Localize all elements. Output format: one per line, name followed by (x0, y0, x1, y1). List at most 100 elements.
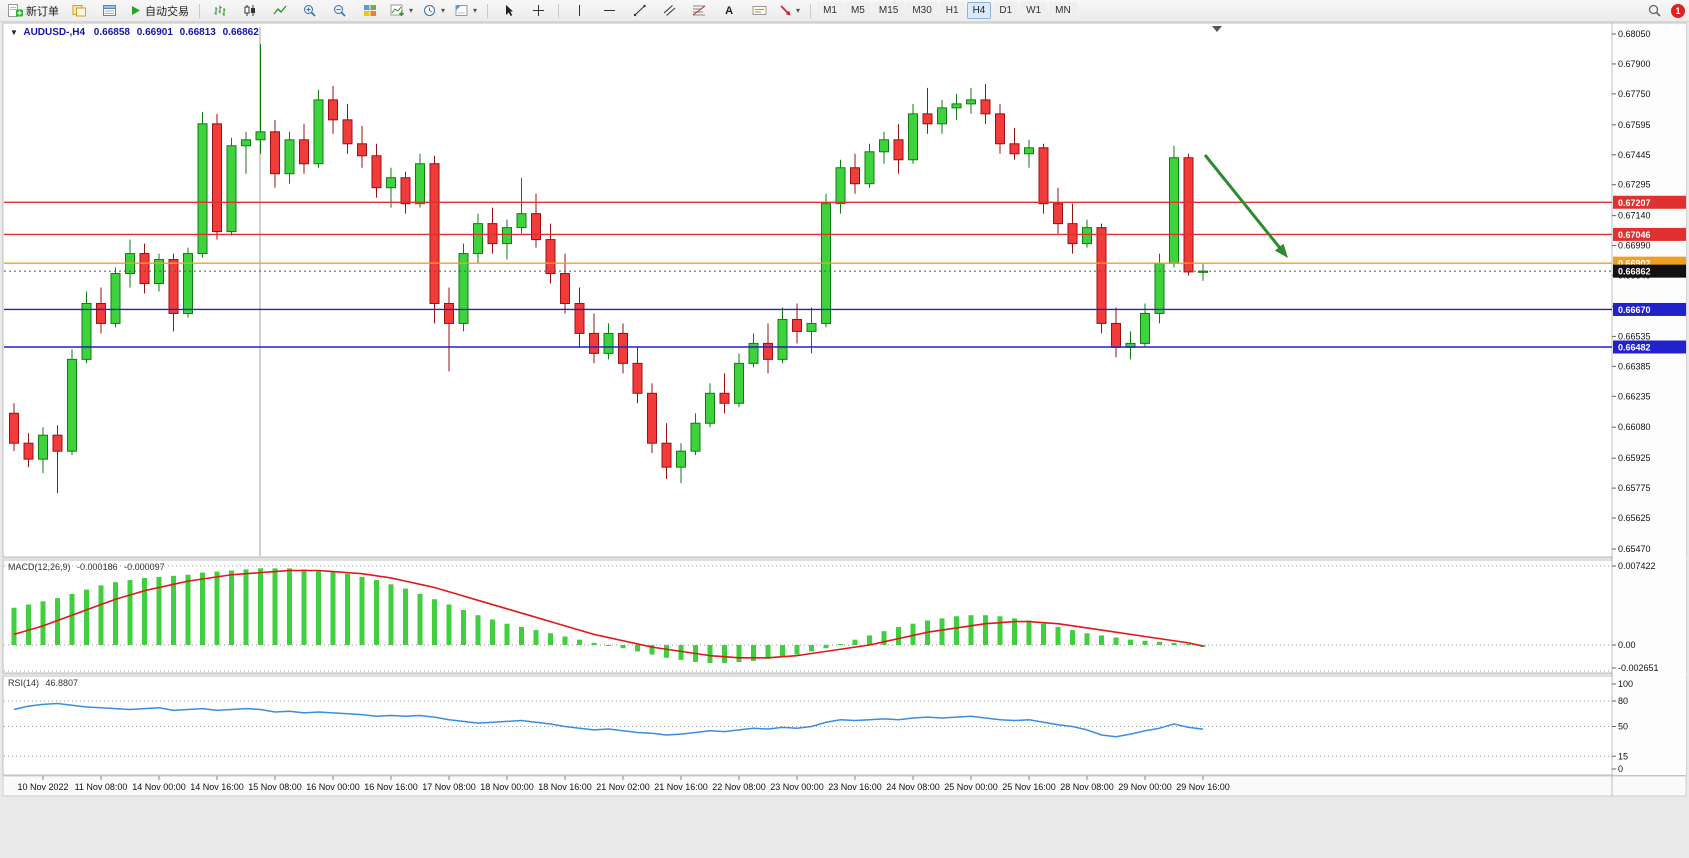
zoom-in-icon (304, 5, 316, 17)
arrows-tool-button[interactable]: ▾ (775, 1, 804, 21)
search-button[interactable] (1641, 1, 1669, 21)
data-window-button[interactable] (95, 1, 123, 21)
timeframe-m30-button[interactable]: M30 (906, 2, 938, 19)
timeframe-m5-button[interactable]: M5 (844, 2, 871, 19)
macd-indicator-label: MACD(12,26,9) -0.000186 -0.000097 (8, 562, 169, 572)
fibonacci-tool-button[interactable] (685, 1, 713, 21)
arrow-annotation-head[interactable] (1274, 243, 1288, 258)
profiles-button[interactable] (65, 1, 93, 21)
main-chart-panel[interactable] (2, 22, 1687, 558)
panel-splitter[interactable] (3, 557, 1686, 561)
rsi-panel[interactable] (2, 675, 1687, 776)
profiles-icon (72, 5, 86, 17)
search-icon (1648, 4, 1661, 17)
price-axis-label: 0.67445 (1618, 150, 1651, 160)
candlestick-chart-button[interactable] (236, 1, 264, 21)
auto-trading-button[interactable]: 自动交易 (125, 2, 193, 20)
panel-splitter[interactable] (3, 673, 1686, 677)
tile-windows-icon (364, 5, 376, 16)
price-badge-label: 0.66862 (1618, 267, 1651, 277)
toolbar-separator (199, 3, 200, 18)
notification-badge[interactable]: 1 (1671, 3, 1685, 18)
bar-chart-icon (214, 5, 225, 16)
trendline-tool-button[interactable] (625, 1, 653, 21)
toolbar-separator (487, 3, 489, 18)
candlestick-chart-icon (244, 5, 255, 16)
timeframe-mn-button[interactable]: MN (1049, 2, 1077, 19)
templates-icon (455, 5, 468, 16)
tile-windows-button[interactable] (356, 1, 384, 21)
arrows-caret-icon: ▾ (796, 6, 801, 15)
new-order-button[interactable]: 新订单 (4, 2, 63, 20)
macd-axis-label: 0.007422 (1618, 561, 1656, 571)
text-label-tool-button[interactable] (745, 1, 773, 21)
price-badge (1613, 195, 1686, 209)
price-axis-label: 0.67295 (1618, 180, 1651, 190)
timeframe-m1-button[interactable]: M1 (817, 2, 843, 19)
price-axis-label: 0.65470 (1618, 544, 1651, 554)
indicators-button[interactable]: ▾ (386, 1, 417, 21)
rsi-indicator-label: RSI(14) 46.8807 (8, 678, 82, 688)
indicators-caret-icon: ▾ (409, 6, 414, 15)
time-axis-label: 25 Nov 00:00 (944, 782, 998, 792)
price-axis-label: 0.67750 (1618, 89, 1651, 99)
timeframe-d1-button[interactable]: D1 (993, 2, 1019, 19)
chart-collapse-icon[interactable]: ▼ (10, 28, 18, 37)
zoom-in-button[interactable] (296, 1, 324, 21)
horizontal-line-tool-button[interactable] (595, 1, 623, 21)
macd-panel[interactable] (2, 559, 1687, 674)
templates-button[interactable]: ▾ (451, 1, 481, 21)
periods-button[interactable]: ▾ (419, 1, 449, 21)
new-order-label: 新订单 (26, 5, 59, 18)
zoom-out-button[interactable] (326, 1, 354, 21)
toolbar-separator (810, 3, 812, 18)
time-axis-label: 25 Nov 16:00 (1002, 782, 1056, 792)
time-axis-label: 18 Nov 00:00 (480, 782, 534, 792)
crosshair-button[interactable] (524, 1, 552, 21)
zoom-out-icon (334, 5, 346, 17)
timeframe-h1-button[interactable]: H1 (939, 2, 965, 19)
channel-tool-button[interactable] (655, 1, 683, 21)
macd-name: MACD(12,26,9) (8, 562, 71, 572)
text-label-icon (752, 6, 767, 15)
arrow-tool-icon (780, 5, 791, 16)
time-axis-label: 29 Nov 16:00 (1176, 782, 1230, 792)
line-chart-button[interactable] (266, 1, 294, 21)
price-axis-label: 0.66080 (1618, 422, 1651, 432)
timeframe-h4-button[interactable]: H4 (966, 2, 992, 19)
time-axis-label: 28 Nov 08:00 (1060, 782, 1114, 792)
ohlc-high: 0.66901 (136, 27, 173, 38)
timeframe-m15-button[interactable]: M15 (872, 2, 905, 19)
macd-signal-line (13, 569, 1204, 659)
time-axis-label: 21 Nov 02:00 (596, 782, 650, 792)
time-axis-label: 29 Nov 00:00 (1118, 782, 1172, 792)
time-axis-label: 10 Nov 2022 (17, 782, 68, 792)
price-axis-label: 0.66385 (1618, 361, 1651, 371)
price-axis[interactable] (1613, 24, 1686, 775)
ohlc-close: 0.66862 (222, 27, 259, 38)
line-chart-icon (272, 5, 286, 15)
arrow-annotation[interactable] (1203, 154, 1282, 249)
price-axis-label: 0.67900 (1618, 59, 1651, 69)
price-badge-label: 0.67207 (1618, 198, 1651, 208)
time-axis-label: 23 Nov 16:00 (828, 782, 882, 792)
cursor-button[interactable] (494, 1, 522, 21)
main-toolbar: 新订单 自动交易 ▾ ▾ ▾ A ▾ M1 M5 M15 M30 H1 H4 D… (0, 0, 1689, 22)
timeframe-w1-button[interactable]: W1 (1020, 2, 1048, 19)
price-axis-label: 0.66990 (1618, 241, 1651, 251)
chart-symbol-period: AUDUSD-,H4 (23, 27, 86, 38)
toolbar-separator (558, 3, 560, 18)
price-badge-label: 0.66902 (1618, 259, 1651, 269)
text-tool-button[interactable]: A (715, 1, 743, 21)
candles (9, 43, 1208, 494)
shift-marker-icon[interactable] (1212, 26, 1222, 32)
vertical-line-tool-button[interactable] (565, 1, 593, 21)
time-axis[interactable] (2, 775, 1687, 797)
trendline-icon (633, 4, 646, 17)
crosshair-icon (532, 5, 544, 16)
price-axis-label: 0.65775 (1618, 483, 1651, 493)
new-order-icon (8, 4, 23, 17)
bar-chart-button[interactable] (206, 1, 234, 21)
horizontal-line-icon (603, 10, 615, 11)
